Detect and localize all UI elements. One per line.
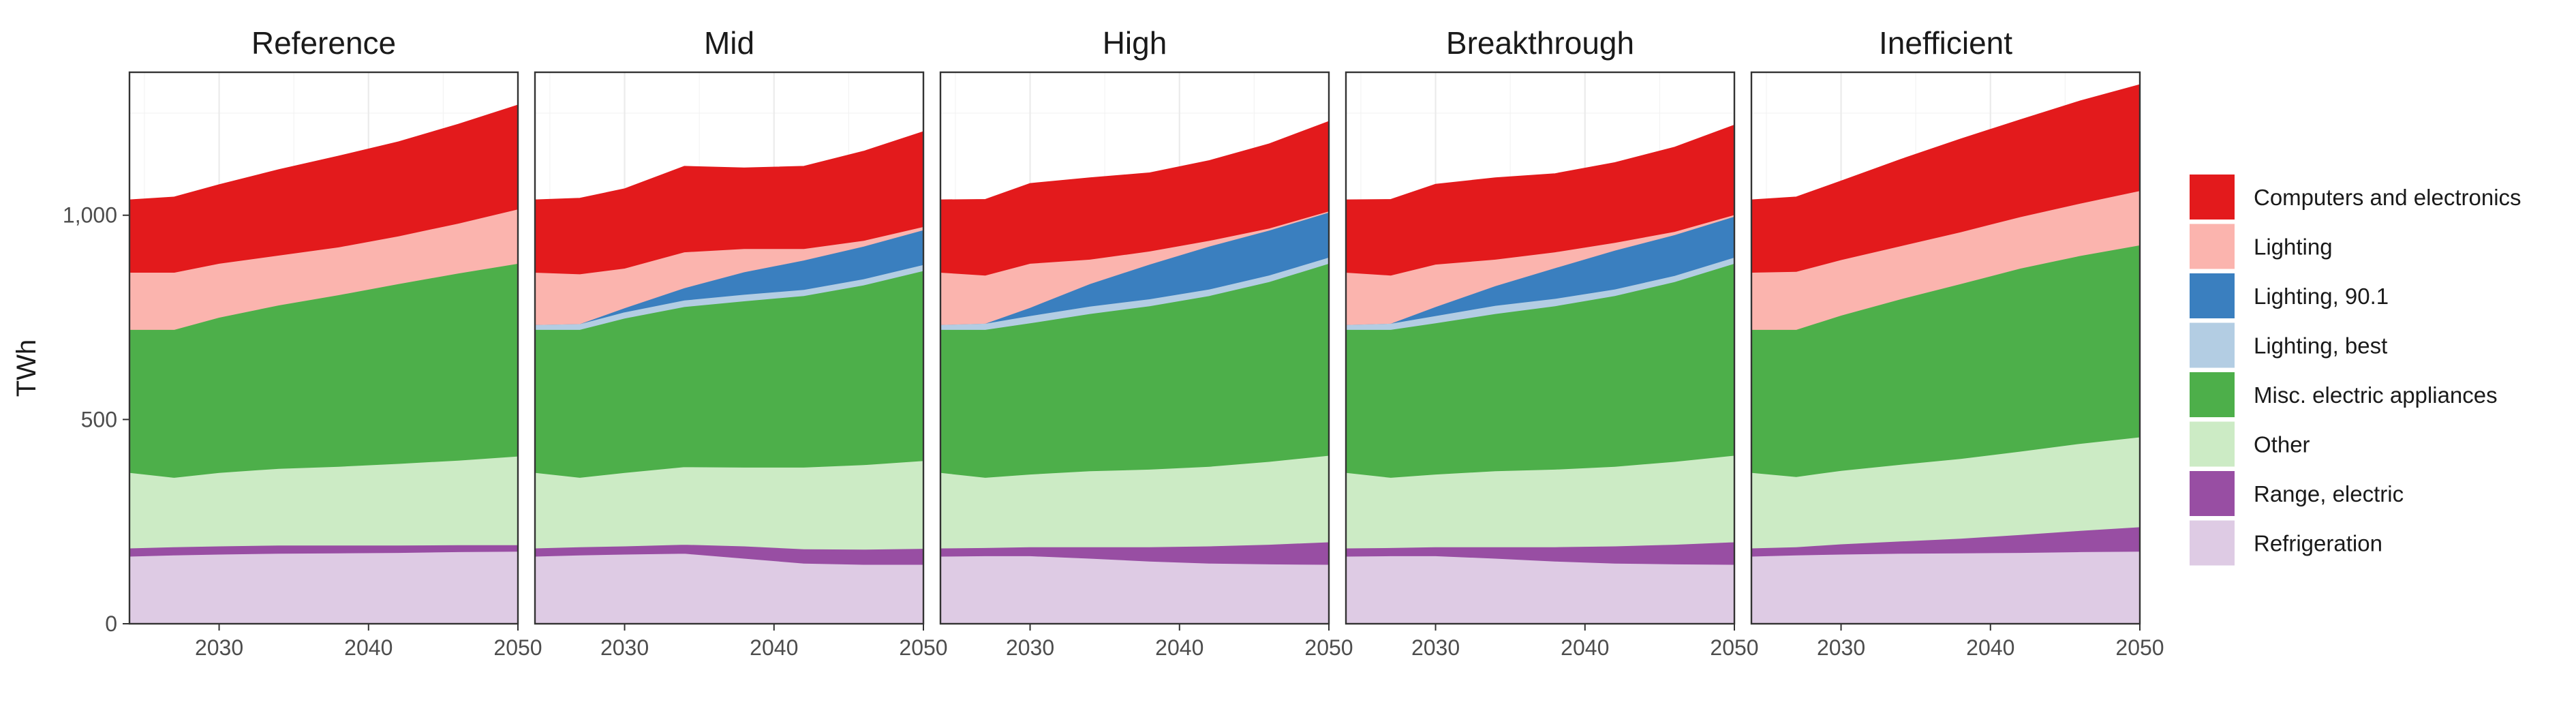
x-tick-label: 2030 <box>600 635 649 660</box>
legend-label: Misc. electric appliances <box>2254 382 2498 408</box>
legend-key <box>2190 471 2235 516</box>
legend-label: Lighting, 90.1 <box>2254 284 2389 309</box>
panel-title: Reference <box>251 25 396 61</box>
stacked-areas <box>129 104 519 624</box>
legend-label: Other <box>2254 432 2310 457</box>
legend-label: Range, electric <box>2254 481 2404 506</box>
legend-key <box>2190 224 2235 269</box>
panel-border <box>128 71 519 625</box>
y-tick-label: 1,000 <box>63 203 117 228</box>
legend-item: Lighting, best <box>2190 322 2387 368</box>
panel-border <box>1750 71 2141 625</box>
y-tick-label: 0 <box>105 611 117 636</box>
legend-item: Lighting <box>2190 224 2333 269</box>
panel-border <box>1345 71 1736 625</box>
panel-border <box>534 71 925 625</box>
x-tick-label: 2030 <box>195 635 243 660</box>
panel-mid: Mid 2030 2040 2050 <box>534 25 948 660</box>
legend: Computers and electronics Lighting Lightin… <box>2190 175 2521 566</box>
panel-border <box>939 71 1330 625</box>
panel-title: Breakthrough <box>1446 25 1634 61</box>
stacked-areas <box>534 131 924 624</box>
x-tick-label: 2040 <box>344 635 393 660</box>
legend-key <box>2190 421 2235 467</box>
legend-label: Lighting <box>2254 235 2333 260</box>
x-tick-label: 2030 <box>1411 635 1460 660</box>
panel-breakthrough: Breakthrough 2030 2040 2050 <box>1345 25 1759 660</box>
stacked-areas <box>1345 124 1735 624</box>
legend-item: Other <box>2190 421 2310 467</box>
legend-label: Lighting, best <box>2254 333 2387 359</box>
x-tick-label: 2050 <box>1710 635 1758 660</box>
stacked-areas <box>1751 84 2141 624</box>
panel-title: Mid <box>704 25 754 61</box>
legend-item: Lighting, 90.1 <box>2190 273 2389 318</box>
legend-item: Refrigeration <box>2190 520 2382 566</box>
legend-label: Refrigeration <box>2254 531 2382 556</box>
panel-inefficient: Inefficient 2030 2040 2050 <box>1750 25 2164 660</box>
x-tick-label: 2050 <box>1304 635 1353 660</box>
panel-title: Inefficient <box>1879 25 2012 61</box>
facet-panels: Reference 2030 2040 2050 0 500 1,000 Mid 2030 204… <box>63 25 2164 660</box>
x-tick-label: 2030 <box>1817 635 1865 660</box>
panel-reference: Reference 2030 2040 2050 0 500 1,000 <box>63 25 542 660</box>
area-refrigeration <box>1751 551 2141 624</box>
panel-title: High <box>1103 25 1167 61</box>
legend-item: Computers and electronics <box>2190 175 2521 220</box>
x-tick-label: 2050 <box>493 635 542 660</box>
legend-key <box>2190 322 2235 368</box>
legend-item: Range, electric <box>2190 471 2404 516</box>
x-tick-label: 2050 <box>2115 635 2164 660</box>
y-tick-label: 500 <box>81 407 117 432</box>
area-refrigeration <box>1345 556 1735 624</box>
x-tick-label: 2040 <box>1561 635 1609 660</box>
x-tick-label: 2040 <box>750 635 798 660</box>
y-axis-title: TWh <box>12 339 42 397</box>
area-refrigeration <box>940 556 1330 624</box>
x-tick-label: 2040 <box>1966 635 2014 660</box>
legend-key <box>2190 273 2235 318</box>
legend-key <box>2190 520 2235 566</box>
area-refrigeration <box>129 551 519 624</box>
panel-high: High 2030 2040 2050 <box>939 25 1353 660</box>
legend-item: Misc. electric appliances <box>2190 372 2498 417</box>
x-tick-label: 2040 <box>1155 635 1203 660</box>
stacked-areas <box>940 121 1330 624</box>
x-tick-label: 2050 <box>899 635 947 660</box>
x-tick-label: 2030 <box>1006 635 1054 660</box>
legend-label: Computers and electronics <box>2254 185 2521 210</box>
legend-key <box>2190 372 2235 417</box>
legend-key <box>2190 175 2235 220</box>
